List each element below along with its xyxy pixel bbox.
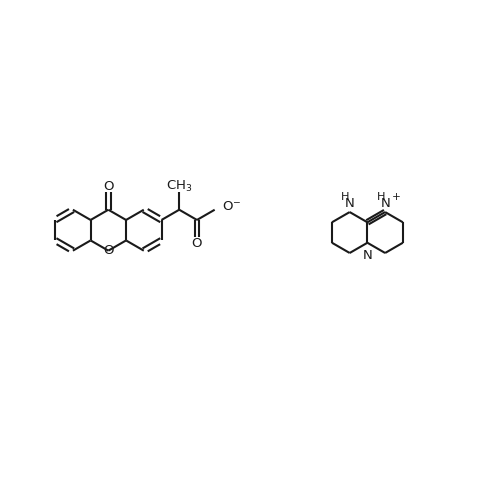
Text: +: + (392, 192, 401, 202)
Text: N: N (380, 197, 390, 210)
Text: O: O (192, 237, 202, 250)
Text: O: O (103, 180, 114, 193)
Text: H: H (341, 192, 350, 202)
Text: N: N (363, 249, 372, 262)
Text: CH$_3$: CH$_3$ (166, 179, 193, 194)
Text: N: N (345, 197, 354, 210)
Text: O: O (103, 244, 114, 257)
Text: O$^{-}$: O$^{-}$ (222, 200, 241, 213)
Text: H: H (376, 192, 385, 202)
